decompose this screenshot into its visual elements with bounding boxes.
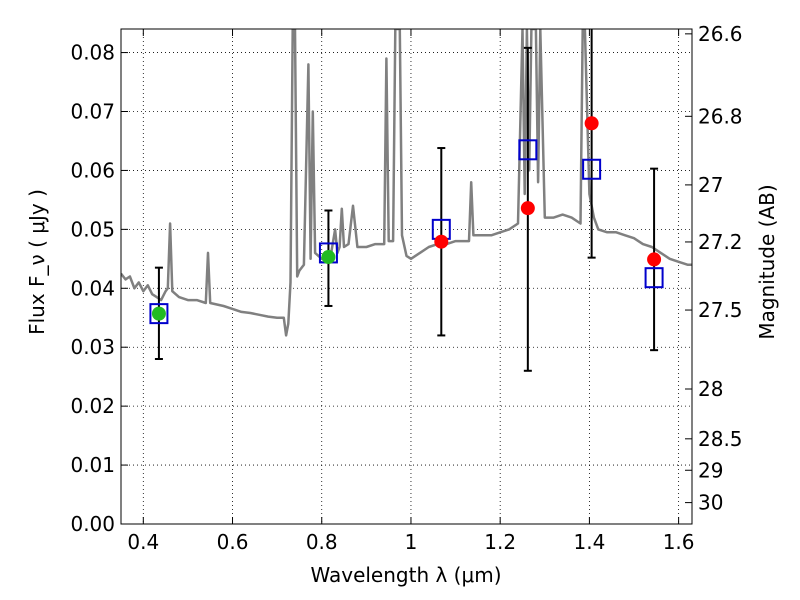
y-tick-label: 0.04 <box>70 276 115 300</box>
y-tick-label: 0.05 <box>70 217 115 241</box>
x-tick-label: 1.6 <box>663 530 695 554</box>
x-tick-label: 1.2 <box>484 530 516 554</box>
photometry-circle-marker <box>647 252 662 267</box>
right-tick-label: 28.5 <box>698 427 743 451</box>
spectrum-line <box>121 29 692 337</box>
photometry-circle-marker <box>151 306 166 321</box>
right-axis-label: Magnitude (AB) <box>755 184 779 339</box>
model-square-marker <box>644 267 664 289</box>
y-tick-label: 0.03 <box>70 335 115 359</box>
y-tick-label: 0.00 <box>70 512 115 536</box>
right-tick-label: 27.2 <box>698 230 743 254</box>
x-tick-label: 0.6 <box>217 530 249 554</box>
plot-area <box>121 29 692 372</box>
y-axis-label-text: Flux F_ν ( μJy ) <box>25 189 49 335</box>
y-tick-label: 0.07 <box>70 100 115 124</box>
y-tick-label: 0.08 <box>70 41 115 65</box>
grid <box>121 29 692 525</box>
photometry-circle-marker <box>520 201 535 216</box>
x-tick-label: 0.8 <box>306 530 338 554</box>
photometry-circle-marker <box>321 250 336 265</box>
right-tick-label: 27 <box>698 173 723 197</box>
y-axis-label: Flux F_ν ( μJy ) <box>25 189 49 335</box>
right-tick-label: 27.5 <box>698 298 743 322</box>
axes-ticks: 0.4 0.6 0.8 1 1.2 1.4 1.6 0.00 0.01 0.02 0.03 0.04 0… <box>70 22 742 554</box>
model-square-marker <box>149 303 169 325</box>
y-tick-label: 0.02 <box>70 394 115 418</box>
right-tick-label: 28 <box>698 377 723 401</box>
plot-frame <box>120 28 693 525</box>
x-tick-label: 1 <box>405 530 418 554</box>
y-tick-label: 0.01 <box>70 453 115 477</box>
x-axis-label: Wavelength λ (μm) <box>310 563 501 587</box>
right-tick-label: 26.6 <box>698 22 743 46</box>
photometry-circle-marker <box>584 116 599 131</box>
y-tick-label: 0.06 <box>70 158 115 182</box>
x-tick-label: 0.4 <box>127 530 159 554</box>
right-tick-label: 30 <box>698 491 723 515</box>
model-square-marker <box>518 139 538 161</box>
x-tick-label: 1.4 <box>573 530 605 554</box>
right-tick-label: 26.8 <box>698 104 743 128</box>
right-tick-label: 29 <box>698 458 723 482</box>
model-square-marker <box>582 158 602 180</box>
photometry-circle-marker <box>434 234 449 249</box>
